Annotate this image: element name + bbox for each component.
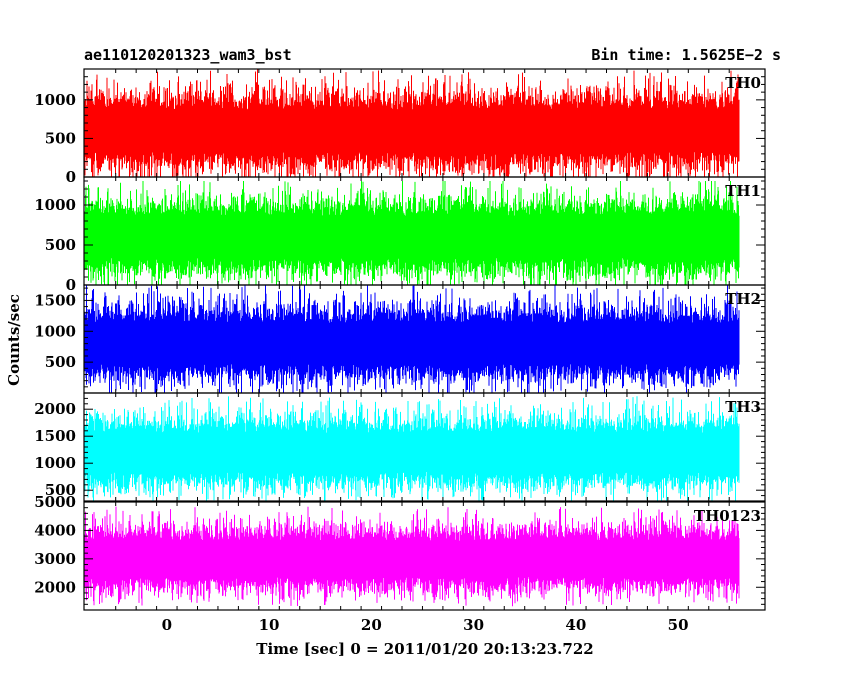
x-tick-label: 30 (463, 616, 484, 634)
y-tick-label: 1000 (34, 322, 76, 340)
panel-frame-th0123 (83, 501, 766, 611)
y-tick-label: 1000 (34, 454, 76, 472)
panel-th2: 500 1000 1500 TH2 (34, 284, 766, 394)
panel-th0123: 2000 3000 4000 5000 TH0123 (34, 493, 766, 611)
series-line-th0 (84, 69, 740, 177)
y-tick-label: 0 (66, 168, 76, 186)
y-axis-title: Counts/sec (5, 294, 23, 386)
y-tick-label: 500 (45, 129, 76, 147)
x-tick-label: 50 (668, 616, 689, 634)
y-tick-label: 500 (45, 236, 76, 254)
series-label-th3: TH3 (725, 398, 761, 416)
series-line-th0123 (84, 506, 740, 607)
chart-subtitle: Bin time: 1.5625E−2 s (591, 46, 781, 64)
y-tick-label: 500 (45, 353, 76, 371)
series-line-th1 (84, 181, 740, 285)
series-label-th0: TH0 (725, 74, 761, 92)
y-tick-label: 1000 (34, 196, 76, 214)
series-line-th2 (84, 285, 740, 393)
series-label-th2: TH2 (725, 290, 761, 308)
series-label-th1: TH1 (725, 182, 761, 200)
y-tick-label: 2000 (34, 400, 76, 418)
y-tick-label: 2000 (34, 578, 76, 596)
y-tick-label: 1500 (34, 291, 76, 309)
x-axis-title: Time [sec] 0 = 2011/01/20 20:13:23.722 (256, 640, 593, 658)
x-tick-label: 20 (361, 616, 382, 634)
chart-title: ae110120201323_wam3_bst (84, 46, 292, 64)
x-tick-label: 10 (259, 616, 280, 634)
x-tick-label: 0 (162, 616, 172, 634)
y-tick-label: 1500 (34, 427, 76, 445)
series-line-th3 (84, 396, 740, 501)
y-tick-label: 0 (66, 276, 76, 294)
x-axis-ticks: 0 10 20 30 40 50 (162, 616, 689, 634)
panels-group: 0 500 1000 TH0 0 500 1000 TH1 500 1000 1500 TH2 500 1… (34, 68, 766, 611)
panel-th0: 0 500 1000 TH0 (34, 68, 766, 186)
y-tick-label: 1000 (34, 91, 76, 109)
x-tick-label: 40 (565, 616, 586, 634)
series-label-th0123: TH0123 (694, 507, 761, 525)
panel-th1: 0 500 1000 TH1 (34, 176, 766, 294)
y-tick-label: 500 (45, 481, 76, 499)
y-tick-label: 3000 (34, 550, 76, 568)
panel-th3: 500 1000 1500 2000 TH3 (34, 392, 766, 502)
y-tick-label: 5000 (34, 493, 76, 511)
y-tick-label: 4000 (34, 521, 76, 539)
